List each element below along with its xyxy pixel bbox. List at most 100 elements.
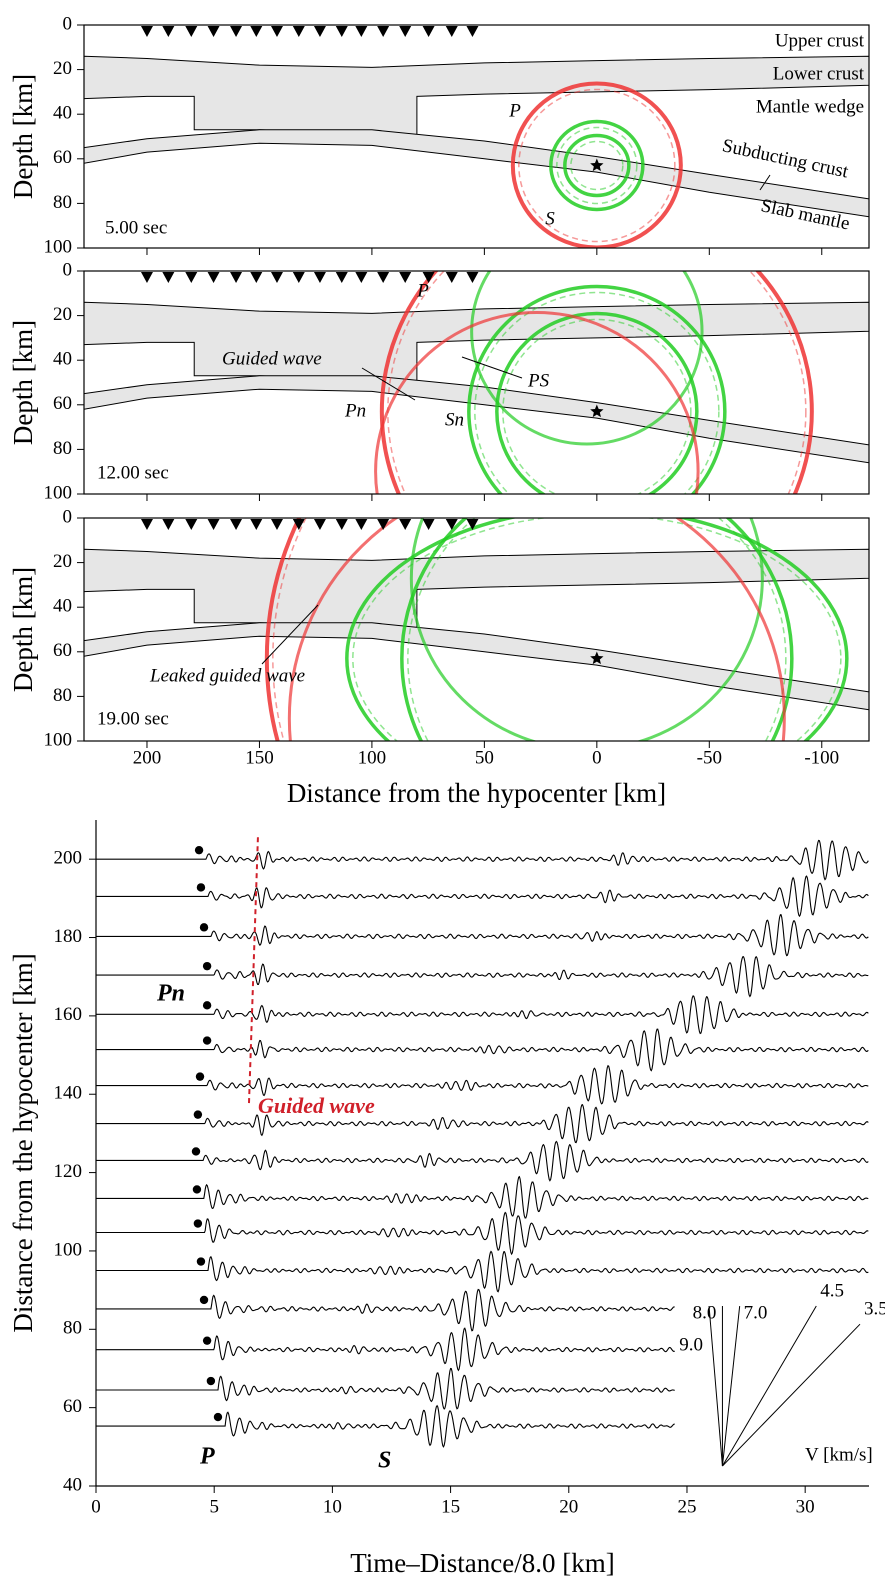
y-tick-label: 100	[54, 1239, 83, 1260]
p-pick	[193, 1110, 203, 1119]
y-tick-label: 80	[53, 438, 72, 459]
p-pick	[202, 961, 212, 971]
p-pick	[194, 845, 204, 855]
wavefront	[474, 291, 720, 494]
y-tick-label: 100	[44, 482, 73, 503]
x-tick-label: 0	[91, 1496, 101, 1517]
x-tick-label: 15	[441, 1496, 460, 1517]
y-tick-label: 0	[63, 506, 73, 527]
station	[445, 26, 458, 37]
phase-label: PS	[527, 370, 550, 391]
lower-crust	[84, 55, 869, 138]
station	[292, 519, 305, 530]
seismogram	[96, 839, 869, 881]
y-tick-label: 100	[44, 236, 73, 257]
station	[466, 519, 479, 530]
station	[140, 26, 153, 37]
hypocenter	[590, 404, 604, 418]
velocity-label: 3.5	[864, 1299, 885, 1320]
phase-label: Sn	[445, 409, 464, 430]
pointer	[261, 604, 319, 665]
seismogram	[96, 914, 869, 957]
station	[207, 26, 220, 37]
time-label: 19.00 sec	[97, 708, 169, 729]
station	[162, 272, 175, 283]
velocity-line	[722, 1323, 861, 1467]
station	[335, 26, 348, 37]
traces	[96, 839, 869, 1448]
phase-label: Pn	[156, 981, 185, 1007]
y-tick-label: 0	[63, 13, 73, 34]
frame	[83, 24, 870, 249]
wavefront	[409, 518, 764, 741]
wavefront	[495, 311, 699, 494]
phase-label: Guided wave	[222, 348, 322, 369]
y-tick-label: 180	[54, 926, 83, 947]
station	[185, 519, 198, 530]
velocity-line	[722, 1305, 817, 1467]
y-axis-label: Depth [km]	[8, 74, 38, 199]
station	[355, 272, 368, 283]
x-tick-label: 30	[796, 1496, 815, 1517]
station	[355, 519, 368, 530]
seismogram	[96, 1367, 675, 1410]
p-pick	[199, 923, 209, 932]
p-pick	[202, 1036, 212, 1045]
phase-label: P	[416, 280, 429, 301]
y-tick-label: 100	[44, 729, 73, 750]
seismogram	[96, 1404, 675, 1448]
wavefront	[549, 119, 645, 212]
station	[445, 519, 458, 530]
y-tick-label: 80	[53, 192, 72, 213]
velocity-label: 8.0	[693, 1302, 717, 1323]
velocity-label: 9.0	[679, 1334, 703, 1355]
wavefront	[352, 518, 842, 741]
p-pick	[199, 1295, 209, 1305]
station	[292, 272, 305, 283]
wavefront	[470, 271, 704, 446]
y-tick-label: 60	[53, 393, 72, 414]
y-axis-label: Depth [km]	[8, 320, 38, 445]
y-tick-label: 60	[63, 1396, 82, 1417]
slab	[84, 375, 869, 464]
station	[250, 519, 263, 530]
station	[445, 272, 458, 283]
velocity-line	[721, 1305, 741, 1467]
p-pick	[196, 1257, 206, 1266]
time-label: 12.00 sec	[97, 462, 169, 483]
y-tick-label: 40	[53, 103, 72, 124]
station	[270, 26, 283, 37]
p-pick	[192, 1185, 202, 1194]
station	[185, 272, 198, 283]
y-tick-label: 60	[53, 640, 72, 661]
station	[466, 26, 479, 37]
x-tick-label: 50	[475, 747, 494, 768]
station	[140, 519, 153, 530]
station	[377, 26, 390, 37]
y-tick-label: 0	[63, 259, 73, 280]
x-tick-label: 5	[209, 1496, 219, 1517]
seismogram	[96, 1104, 869, 1144]
wavefront	[287, 518, 786, 741]
station	[422, 26, 435, 37]
x-axis-label: Distance from the hypocenter [km]	[287, 778, 666, 808]
velocity-line	[708, 1305, 723, 1467]
wavefront	[407, 518, 787, 741]
fan-label: V [km/s]	[805, 1444, 873, 1465]
y-tick-label: 120	[54, 1161, 83, 1182]
layer-label: Lower crust	[773, 63, 865, 84]
seismogram	[96, 1211, 869, 1256]
wavefront	[563, 133, 631, 198]
station	[313, 519, 326, 530]
seismogram	[96, 1175, 869, 1219]
phase-label: Pn	[344, 400, 366, 421]
station	[422, 519, 435, 530]
x-tick-label: 10	[323, 1496, 342, 1517]
seismogram	[96, 1250, 869, 1293]
station	[270, 272, 283, 283]
y-axis-label: Depth [km]	[8, 567, 38, 692]
lower-crust	[84, 301, 869, 384]
y-tick-label: 20	[53, 551, 72, 572]
wavefront	[502, 318, 692, 494]
